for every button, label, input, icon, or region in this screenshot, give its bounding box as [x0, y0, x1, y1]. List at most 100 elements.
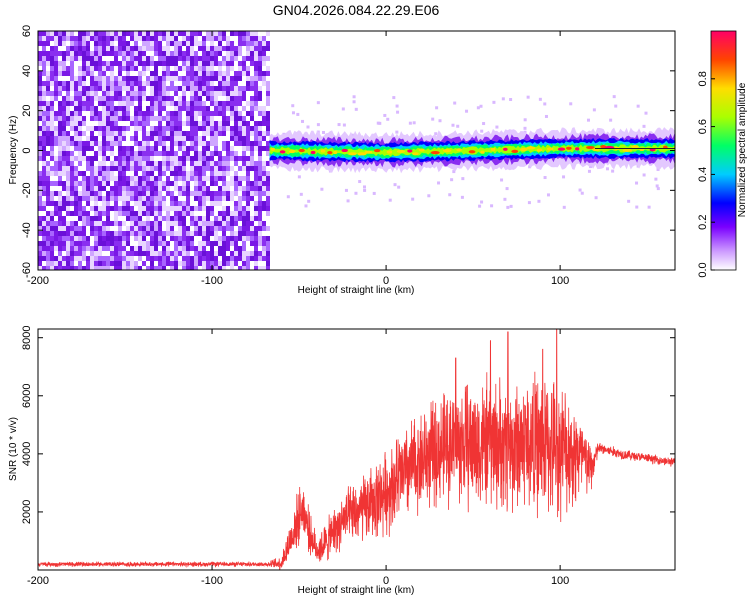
spectrogram-cell: [50, 246, 54, 251]
spectrogram-cell: [122, 91, 126, 96]
spectrogram-cell: [130, 266, 134, 270]
spectrogram-cell: [118, 196, 122, 201]
spectrogram-cell: [479, 104, 483, 108]
spectrogram-cell: [238, 171, 242, 176]
spectrogram-cell: [42, 226, 46, 231]
spectrogram-cell: [194, 261, 198, 266]
spectrogram-cell: [58, 36, 62, 41]
spectrogram-cell: [254, 121, 258, 126]
spectrogram-cell: [266, 61, 270, 66]
spectrogram-cell: [210, 221, 214, 226]
spectrogram-cell: [50, 121, 54, 126]
spectrogram-cell: [74, 161, 78, 166]
spectrogram-cell: [106, 141, 110, 146]
spectrogram-cell: [162, 46, 166, 51]
spectrogram-cell: [202, 176, 206, 181]
spectrogram-cell: [90, 256, 94, 261]
spectrogram-cell: [138, 251, 142, 256]
spectrogram-cell: [126, 236, 130, 241]
spectrogram-cell: [106, 206, 110, 211]
spectrogram-cell: [186, 221, 190, 226]
spectrogram-cell: [222, 76, 226, 81]
spectrogram-cell: [226, 186, 230, 191]
spectrogram-cell: [226, 36, 230, 41]
spectrogram-cell: [218, 141, 222, 146]
spectrogram-cell: [66, 56, 70, 61]
spectrogram-cell: [569, 102, 573, 106]
spectrogram-cell: [178, 221, 182, 226]
spectrogram-cell: [246, 171, 250, 176]
spectrogram-cell: [194, 76, 198, 81]
spectrogram-cell: [38, 116, 42, 121]
spectrogram-cell: [218, 71, 222, 76]
spectrogram-cell: [395, 130, 399, 134]
spectrogram-cell: [86, 86, 90, 91]
spectrogram-cell: [70, 86, 74, 91]
spectrogram-cell: [182, 111, 186, 116]
spectrogram-cell: [250, 131, 254, 136]
spectrogram-cell: [158, 266, 162, 270]
spectrogram-cell: [58, 171, 62, 176]
spectrogram-cell: [174, 166, 178, 171]
spectrogram-cell: [266, 231, 270, 236]
spectrogram-cell: [642, 124, 646, 128]
spectrogram-cell: [166, 156, 170, 161]
spectrogram-cell: [66, 31, 70, 36]
spectrogram-cell: [138, 71, 142, 76]
spectrogram-cell: [174, 71, 178, 76]
spectrogram-cell: [106, 171, 110, 176]
spectrogram-cell: [218, 231, 222, 236]
spectrogram-cell: [186, 71, 190, 76]
spectrogram-cell: [162, 246, 166, 251]
spectrogram-cell: [46, 31, 50, 36]
spectrogram-cell: [174, 86, 178, 91]
spectrogram-peak: [270, 147, 276, 152]
spectrogram-cell: [146, 161, 150, 166]
spectrogram-cell: [130, 106, 134, 111]
spectrogram-cell: [62, 116, 66, 121]
spectrogram-cell: [98, 36, 102, 41]
spectrogram-cell: [258, 256, 262, 261]
spectrogram-cell: [98, 46, 102, 51]
spectrogram-cell: [150, 211, 154, 216]
spectrogram-cell: [170, 51, 174, 56]
spectrogram-cell: [102, 141, 106, 146]
spectrogram-cell: [202, 86, 206, 91]
spectrogram-cell: [110, 191, 114, 196]
spectrogram-cell: [210, 211, 214, 216]
spectrogram-cell: [78, 51, 82, 56]
spectrogram-cell: [86, 201, 90, 206]
spectrogram-cell: [166, 86, 170, 91]
spectrogram-cell: [222, 176, 226, 181]
spectrogram-cell: [258, 56, 262, 61]
spectrogram-cell: [118, 191, 122, 196]
spectrogram-cell: [202, 251, 206, 256]
spectrogram-cell: [246, 196, 250, 201]
spectrogram-cell: [500, 178, 504, 182]
spectrogram-cell: [54, 156, 58, 161]
spectrogram-cell: [46, 86, 50, 91]
spectrogram-cell: [182, 76, 186, 81]
spectrogram-cell: [242, 36, 246, 41]
spectrogram-cell: [130, 61, 134, 66]
spectrogram-cell: [154, 211, 158, 216]
spectrogram-cell: [182, 166, 186, 171]
spectrogram-cell: [130, 86, 134, 91]
spectrogram-cell: [316, 101, 320, 105]
spectrogram-cell: [170, 31, 174, 36]
spectrogram-cell: [154, 81, 158, 86]
spectrogram-cell: [70, 121, 74, 126]
spectrogram-cell: [54, 81, 58, 86]
spectrogram-cell: [234, 161, 238, 166]
spectrogram-cell: [182, 191, 186, 196]
spectrogram-cell: [150, 121, 154, 126]
spectrogram-cell: [526, 95, 530, 99]
spectrogram-cell: [186, 101, 190, 106]
spectrogram-cell: [258, 31, 262, 36]
spectrogram-cell: [50, 226, 54, 231]
spectrogram-cell: [102, 176, 106, 181]
spectrogram-cell: [142, 191, 146, 196]
spectrogram-cell: [194, 181, 198, 186]
spectrogram-cell: [102, 121, 106, 126]
spectrogram-cell: [206, 31, 210, 36]
